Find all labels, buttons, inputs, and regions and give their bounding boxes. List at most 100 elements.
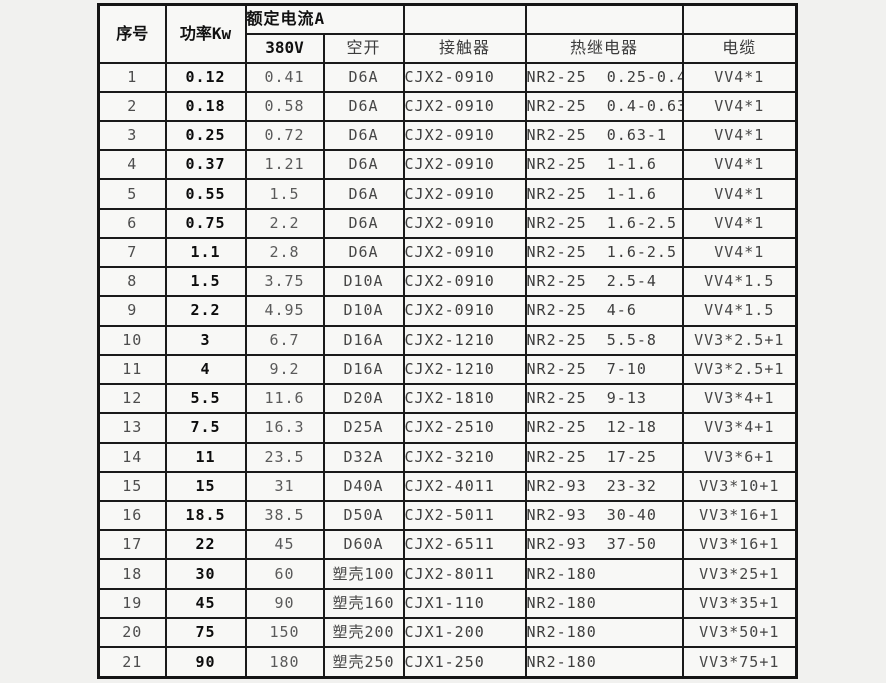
cell-serial: 1 bbox=[97, 61, 167, 93]
cell-breaker: D10A bbox=[322, 266, 405, 298]
cell-contactor: CJX2-8011 bbox=[402, 558, 527, 590]
cell-thermal-relay: NR2-180 bbox=[524, 587, 684, 619]
cell-serial: 14 bbox=[97, 441, 167, 473]
header-thermal-relay: 热继电器 bbox=[524, 32, 684, 64]
cell-power-kw: 11 bbox=[164, 441, 247, 473]
cell-contactor: CJX1-250 bbox=[402, 646, 527, 679]
table-row: 3 0.25 0.72 D6A CJX2-0910 NR2-25 0.63-1 VV4*1 bbox=[97, 119, 798, 152]
cell-breaker: D6A bbox=[322, 90, 405, 122]
header-empty-contactor bbox=[402, 3, 527, 35]
cell-cable: VV3*4+1 bbox=[681, 412, 798, 444]
table-row: 15 15 31 D40A CJX2-4011 NR2-93 23-32 VV3*10+1 bbox=[97, 470, 798, 503]
cell-cable: VV3*35+1 bbox=[681, 587, 798, 619]
cell-breaker: D60A bbox=[322, 529, 405, 561]
table-row: 10 3 6.7 D16A CJX2-1210 NR2-25 5.5-8 VV3*2.5+1 bbox=[97, 324, 798, 356]
cell-thermal-relay: NR2-25 1-1.6 bbox=[524, 149, 684, 181]
cell-breaker: 塑壳200 bbox=[322, 616, 405, 649]
table-row: 8 1.5 3.75 D10A CJX2-0910 NR2-25 2.5-4 VV4*1.5 bbox=[97, 266, 798, 298]
table-row: 2 0.18 0.58 D6A CJX2-0910 NR2-25 0.4-0.63 VV4*… bbox=[97, 90, 798, 122]
cell-power-kw: 4 bbox=[164, 353, 247, 386]
table-body: 1 0.12 0.41 D6A CJX2-0910 NR2-25 0.25-0.4 VV4*… bbox=[97, 61, 798, 679]
cell-current-380v: 11.6 bbox=[244, 383, 325, 415]
cell-power-kw: 22 bbox=[164, 529, 247, 561]
table-row: 11 4 9.2 D16A CJX2-1210 NR2-25 7-10 VV3*2.5+1 bbox=[97, 353, 798, 386]
cell-serial: 3 bbox=[97, 119, 167, 152]
cell-serial: 2 bbox=[97, 90, 167, 122]
header-cable: 电缆 bbox=[681, 32, 798, 64]
cell-cable: VV3*6+1 bbox=[681, 441, 798, 473]
table-row: 14 11 23.5 D32A CJX2-3210 NR2-25 17-25 VV3*6+1 bbox=[97, 441, 798, 473]
cell-current-380v: 180 bbox=[244, 646, 325, 679]
cell-thermal-relay: NR2-180 bbox=[524, 616, 684, 649]
cell-thermal-relay: NR2-180 bbox=[524, 646, 684, 679]
cell-contactor: CJX2-1210 bbox=[402, 324, 527, 356]
cell-breaker: D32A bbox=[322, 441, 405, 473]
header-empty-cable bbox=[681, 3, 798, 35]
cell-contactor: CJX2-0910 bbox=[402, 207, 527, 239]
cell-breaker: 塑壳160 bbox=[322, 587, 405, 619]
cell-cable: VV3*2.5+1 bbox=[681, 324, 798, 356]
cell-current-380v: 31 bbox=[244, 470, 325, 503]
cell-power-kw: 7.5 bbox=[164, 412, 247, 444]
cell-power-kw: 0.37 bbox=[164, 149, 247, 181]
cell-contactor: CJX2-0910 bbox=[402, 295, 527, 327]
cell-current-380v: 6.7 bbox=[244, 324, 325, 356]
cell-current-380v: 23.5 bbox=[244, 441, 325, 473]
cell-serial: 6 bbox=[97, 207, 167, 239]
cell-contactor: CJX2-4011 bbox=[402, 470, 527, 503]
cell-current-380v: 2.8 bbox=[244, 236, 325, 269]
cell-serial: 10 bbox=[97, 324, 167, 356]
cell-contactor: CJX2-0910 bbox=[402, 266, 527, 298]
cell-power-kw: 0.55 bbox=[164, 178, 247, 210]
cell-contactor: CJX2-3210 bbox=[402, 441, 527, 473]
header-row-2: 380V 空开 接触器 热继电器 电缆 bbox=[99, 32, 798, 64]
header-rated-current: 额定电流A bbox=[244, 3, 405, 35]
table-row: 19 45 90 塑壳160 CJX1-110 NR2-180 VV3*35+1 bbox=[97, 587, 798, 619]
header-power: 功率Kw bbox=[164, 3, 247, 64]
cell-serial: 16 bbox=[97, 500, 167, 532]
cell-current-380v: 45 bbox=[244, 529, 325, 561]
cell-power-kw: 0.18 bbox=[164, 90, 247, 122]
cell-current-380v: 60 bbox=[244, 558, 325, 590]
cell-current-380v: 1.5 bbox=[244, 178, 325, 210]
cell-contactor: CJX2-5011 bbox=[402, 500, 527, 532]
cell-current-380v: 3.75 bbox=[244, 266, 325, 298]
cell-thermal-relay: NR2-25 2.5-4 bbox=[524, 266, 684, 298]
cell-contactor: CJX2-1810 bbox=[402, 383, 527, 415]
cell-breaker: D16A bbox=[322, 324, 405, 356]
cell-thermal-relay: NR2-93 23-32 bbox=[524, 470, 684, 503]
cell-breaker: D16A bbox=[322, 353, 405, 386]
cell-power-kw: 30 bbox=[164, 558, 247, 590]
cell-serial: 4 bbox=[97, 149, 167, 181]
cell-breaker: D6A bbox=[322, 61, 405, 93]
cell-serial: 5 bbox=[97, 178, 167, 210]
cell-current-380v: 38.5 bbox=[244, 500, 325, 532]
cell-serial: 19 bbox=[97, 587, 167, 619]
cell-contactor: CJX2-6511 bbox=[402, 529, 527, 561]
cell-power-kw: 15 bbox=[164, 470, 247, 503]
table-row: 20 75 150 塑壳200 CJX1-200 NR2-180 VV3*50+1 bbox=[97, 616, 798, 649]
cell-current-380v: 16.3 bbox=[244, 412, 325, 444]
cell-cable: VV4*1 bbox=[681, 61, 798, 93]
cell-thermal-relay: NR2-25 12-18 bbox=[524, 412, 684, 444]
cell-breaker: D10A bbox=[322, 295, 405, 327]
cell-power-kw: 0.25 bbox=[164, 119, 247, 152]
cell-serial: 9 bbox=[97, 295, 167, 327]
cell-cable: VV3*25+1 bbox=[681, 558, 798, 590]
cell-cable: VV3*50+1 bbox=[681, 616, 798, 649]
cell-power-kw: 18.5 bbox=[164, 500, 247, 532]
table-row: 13 7.5 16.3 D25A CJX2-2510 NR2-25 12-18 VV3*4+… bbox=[97, 412, 798, 444]
cell-current-380v: 0.72 bbox=[244, 119, 325, 152]
cell-contactor: CJX1-110 bbox=[402, 587, 527, 619]
cell-contactor: CJX2-2510 bbox=[402, 412, 527, 444]
header-empty-relay bbox=[524, 3, 684, 35]
cell-current-380v: 150 bbox=[244, 616, 325, 649]
cell-cable: VV4*1 bbox=[681, 119, 798, 152]
cell-breaker: D40A bbox=[322, 470, 405, 503]
cell-serial: 18 bbox=[97, 558, 167, 590]
cell-cable: VV4*1 bbox=[681, 236, 798, 269]
cell-cable: VV4*1 bbox=[681, 149, 798, 181]
cell-power-kw: 1.5 bbox=[164, 266, 247, 298]
cell-thermal-relay: NR2-25 1.6-2.5 bbox=[524, 236, 684, 269]
cell-cable: VV3*2.5+1 bbox=[681, 353, 798, 386]
